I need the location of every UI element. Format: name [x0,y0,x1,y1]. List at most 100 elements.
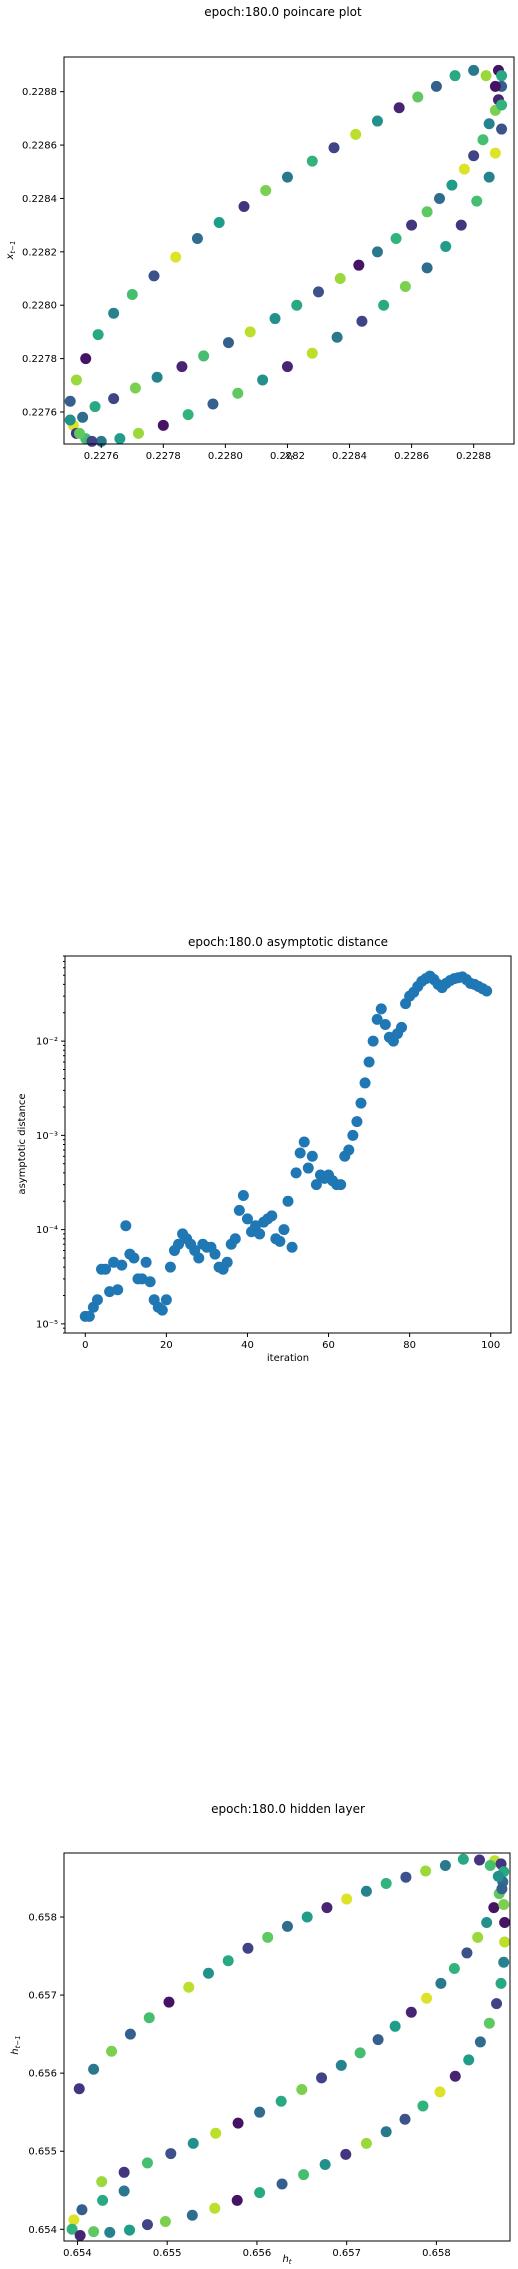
hidden-layer-point [335,2059,347,2071]
poincare-point [108,393,120,405]
poincare-point [64,414,76,426]
poincare-point [64,395,76,407]
hidden-layer-point [389,2020,401,2032]
poincare-x-ticks: 0.2276 0.2278 0.2280 0.2282 0.2284 0.2286 0.22… [84,444,491,462]
poincare-point [356,315,368,327]
poincare-point [92,329,104,341]
asymptotic-y-tick-label: 10⁻⁴ [36,1225,58,1236]
hidden-layer-point [463,2054,475,2066]
hidden-layer-point [66,2223,78,2235]
asymptotic-point [363,1056,375,1068]
poincare-plot-area [63,56,515,445]
asymptotic-point [140,1256,152,1268]
poincare-points [64,64,508,447]
hidden-layer-point [499,1936,511,1948]
asymptotic-point [343,1144,355,1156]
asymptotic-point [164,1261,176,1273]
poincare-y-ticks: 0.2276 0.2278 0.2280 0.2282 0.2284 0.2286 0.22… [22,87,64,418]
hidden-layer-point [231,2194,243,2206]
asymptotic-point [351,1116,363,1128]
poincare-point [483,118,495,130]
asymptotic-point [347,1129,359,1141]
asymptotic-point [359,1077,371,1089]
asymptotic-point [302,1162,314,1174]
asymptotic-point [254,1228,266,1240]
hidden-layer-point [141,2219,153,2231]
poincare-point [176,361,188,373]
asymptotic-point [298,1136,310,1148]
poincare-y-tick-label: 0.2280 [22,301,57,312]
poincare-x-tick-label: 0.2288 [456,451,491,462]
hidden-layer-point [492,1870,504,1882]
hidden-layer-x-axis-label: ht [282,2254,291,2266]
poincare-point [455,219,467,231]
poincare-x-tick-label: 0.2286 [394,451,429,462]
hidden-layer-point [124,2224,136,2236]
hidden-layer-point [118,2166,130,2178]
hidden-layer-point [187,2137,199,2149]
poincare-x-tick-label: 0.2278 [146,451,181,462]
poincare-point [207,398,219,410]
hidden-layer-point [183,1981,195,1993]
poincare-point [471,195,483,207]
poincare-point [89,401,101,413]
poincare-point [198,350,210,362]
hidden-layer-point [400,1871,412,1883]
hidden-layer-point [321,1902,333,1914]
poincare-point [378,299,390,311]
hidden-layer-point [96,2176,108,2188]
asymptotic-point [233,1204,245,1216]
poincare-point [446,179,458,191]
asymptotic-x-tick-label: 20 [160,1340,173,1351]
poincare-x-tick-label: 0.2276 [84,451,119,462]
hidden-layer-point [417,2100,429,2112]
poincare-x-tick-label: 0.2280 [208,451,243,462]
hidden-layer-point [209,2202,221,2214]
hidden-layer-point [360,2137,372,2149]
hidden-layer-point [68,2214,80,2226]
hidden-layer-point [435,1977,447,1989]
asymptotic-x-tick-label: 80 [403,1340,416,1351]
hidden-layer-point [163,1996,175,2008]
asymptotic-point [282,1195,294,1207]
hidden-layer-point [439,1859,451,1871]
hidden-layer-point [316,2072,328,2084]
poincare-point [412,91,424,103]
asymptotic-x-tick-label: 100 [481,1340,500,1351]
asymptotic-point [173,1238,185,1250]
hidden-layer-x-tick-label: 0.655 [153,2248,182,2259]
poincare-y-tick-label: 0.2286 [22,141,57,152]
hidden-layer-point [254,2106,266,2118]
asymptotic-y-tick-label: 10⁻² [36,1037,58,1048]
hidden-layer-point [301,1911,313,1923]
poincare-point [480,70,492,82]
poincare-y-tick-label: 0.2276 [22,407,57,418]
hidden-layer-point [472,1931,484,1943]
hidden-layer-point [141,2157,153,2169]
poincare-point [468,150,480,162]
poincare-point [421,262,433,274]
hidden-layer-x-tick-label: 0.657 [332,2248,361,2259]
hidden-layer-point [434,2086,446,2098]
poincare-point [334,273,346,285]
asymptotic-distance-chart: epoch:180.0 asymptotic distance 0 20 40 60 8… [17,935,512,1364]
poincare-point [108,307,120,319]
asymptotic-point [229,1233,241,1245]
poincare-x-tick-label: 0.2284 [332,451,367,462]
asymptotic-point [481,985,493,997]
hidden-layer-point [88,2226,100,2238]
poincare-title: epoch:180.0 poincare plot [204,5,362,19]
asymptotic-points [79,970,493,1322]
asymptotic-point [221,1256,233,1268]
asymptotic-point [156,1304,168,1316]
asymptotic-point [367,1035,379,1047]
poincare-point [77,411,89,423]
poincare-point [148,270,160,282]
asymptotic-point [128,1252,140,1264]
hidden-layer-point [275,2095,287,2107]
asymptotic-point [306,1150,318,1162]
poincare-point [390,232,402,244]
hidden-layer-point [498,1956,510,1968]
poincare-point [80,353,92,365]
asymptotic-point [237,1190,249,1202]
